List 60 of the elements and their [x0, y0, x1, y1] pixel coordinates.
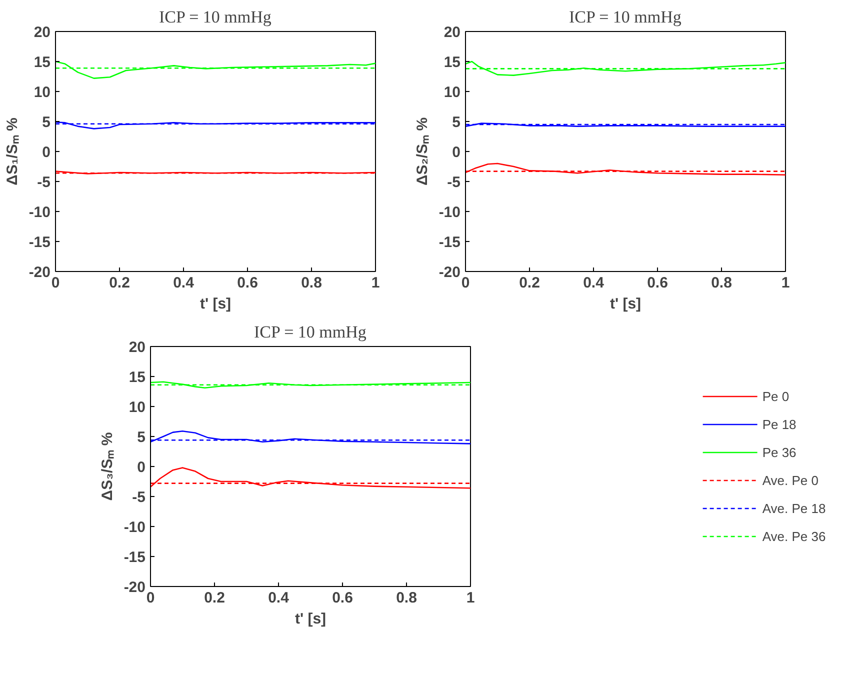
- y-tick-label: 5: [137, 429, 146, 446]
- x-tick-label: 0.4: [268, 590, 290, 606]
- x-tick-label: 0.6: [237, 274, 258, 292]
- line-series: [466, 60, 786, 76]
- y-tick-label: 0: [42, 144, 50, 161]
- x-tick-label: 0.8: [301, 274, 322, 292]
- y-tick-label: 10: [34, 84, 51, 101]
- line-series: [150, 467, 470, 489]
- x-tick-label: 1: [466, 590, 475, 606]
- x-axis-title: t' [s]: [200, 296, 232, 312]
- y-tick-label: -15: [438, 234, 461, 251]
- x-tick-label: 1: [781, 274, 790, 292]
- y-axis-title: ΔS₃/Sₘ %: [98, 432, 116, 501]
- x-tick-label: 0.4: [583, 274, 605, 292]
- line-series: [56, 60, 376, 79]
- chart-title: ICP = 10 mmHg: [254, 322, 367, 342]
- y-tick-label: 5: [452, 114, 460, 131]
- x-tick-label: 0.4: [173, 274, 195, 292]
- chart-title: ICP = 10 mmHg: [568, 8, 682, 26]
- y-tick-label: -10: [28, 204, 51, 221]
- x-tick-label: 0.2: [109, 274, 130, 292]
- y-tick-label: 15: [34, 54, 51, 71]
- y-tick-label: 0: [452, 144, 460, 161]
- y-tick-label: -20: [28, 264, 51, 281]
- y-tick-label: 0: [137, 459, 146, 476]
- y-tick-label: -15: [28, 234, 51, 251]
- y-tick-label: -5: [447, 174, 461, 191]
- x-tick-label: 0.2: [204, 590, 225, 606]
- y-tick-label: -20: [124, 579, 146, 596]
- x-tick-label: 1: [371, 274, 380, 292]
- y-tick-label: -10: [124, 519, 146, 536]
- y-tick-label: 5: [42, 114, 50, 131]
- chart-title: ICP = 10 mmHg: [158, 8, 272, 26]
- y-tick-label: 20: [444, 24, 461, 41]
- legend-label: Pe 0: [762, 388, 790, 404]
- legend-label: Ave. Pe 0: [762, 472, 818, 488]
- y-tick-label: 20: [128, 339, 146, 356]
- x-tick-label: 0.6: [332, 590, 353, 606]
- y-tick-label: -5: [37, 174, 51, 191]
- x-tick-label: 0.8: [711, 274, 732, 292]
- y-tick-label: -5: [132, 489, 146, 506]
- y-axis-title: ΔS₂/Sₘ %: [414, 117, 431, 186]
- legend-label: Pe 18: [762, 416, 796, 432]
- y-tick-label: 15: [444, 54, 461, 71]
- x-tick-label: 0.8: [396, 590, 417, 606]
- x-tick-label: 0.6: [647, 274, 668, 292]
- y-tick-label: 10: [128, 399, 146, 416]
- y-tick-label: 10: [444, 84, 461, 101]
- y-tick-label: -10: [438, 204, 461, 221]
- x-axis-title: t' [s]: [294, 610, 326, 628]
- legend-label: Ave. Pe 18: [762, 500, 826, 516]
- y-tick-label: -15: [124, 549, 146, 566]
- x-tick-label: 0.2: [519, 274, 540, 292]
- legend-label: Ave. Pe 36: [762, 528, 826, 544]
- y-axis-title: ΔS₁/Sₘ %: [4, 118, 21, 186]
- y-tick-label: 20: [34, 24, 51, 41]
- x-axis-title: t' [s]: [610, 296, 642, 312]
- y-tick-label: -20: [438, 264, 461, 281]
- y-tick-label: 15: [128, 369, 146, 386]
- legend-label: Pe 36: [762, 444, 796, 460]
